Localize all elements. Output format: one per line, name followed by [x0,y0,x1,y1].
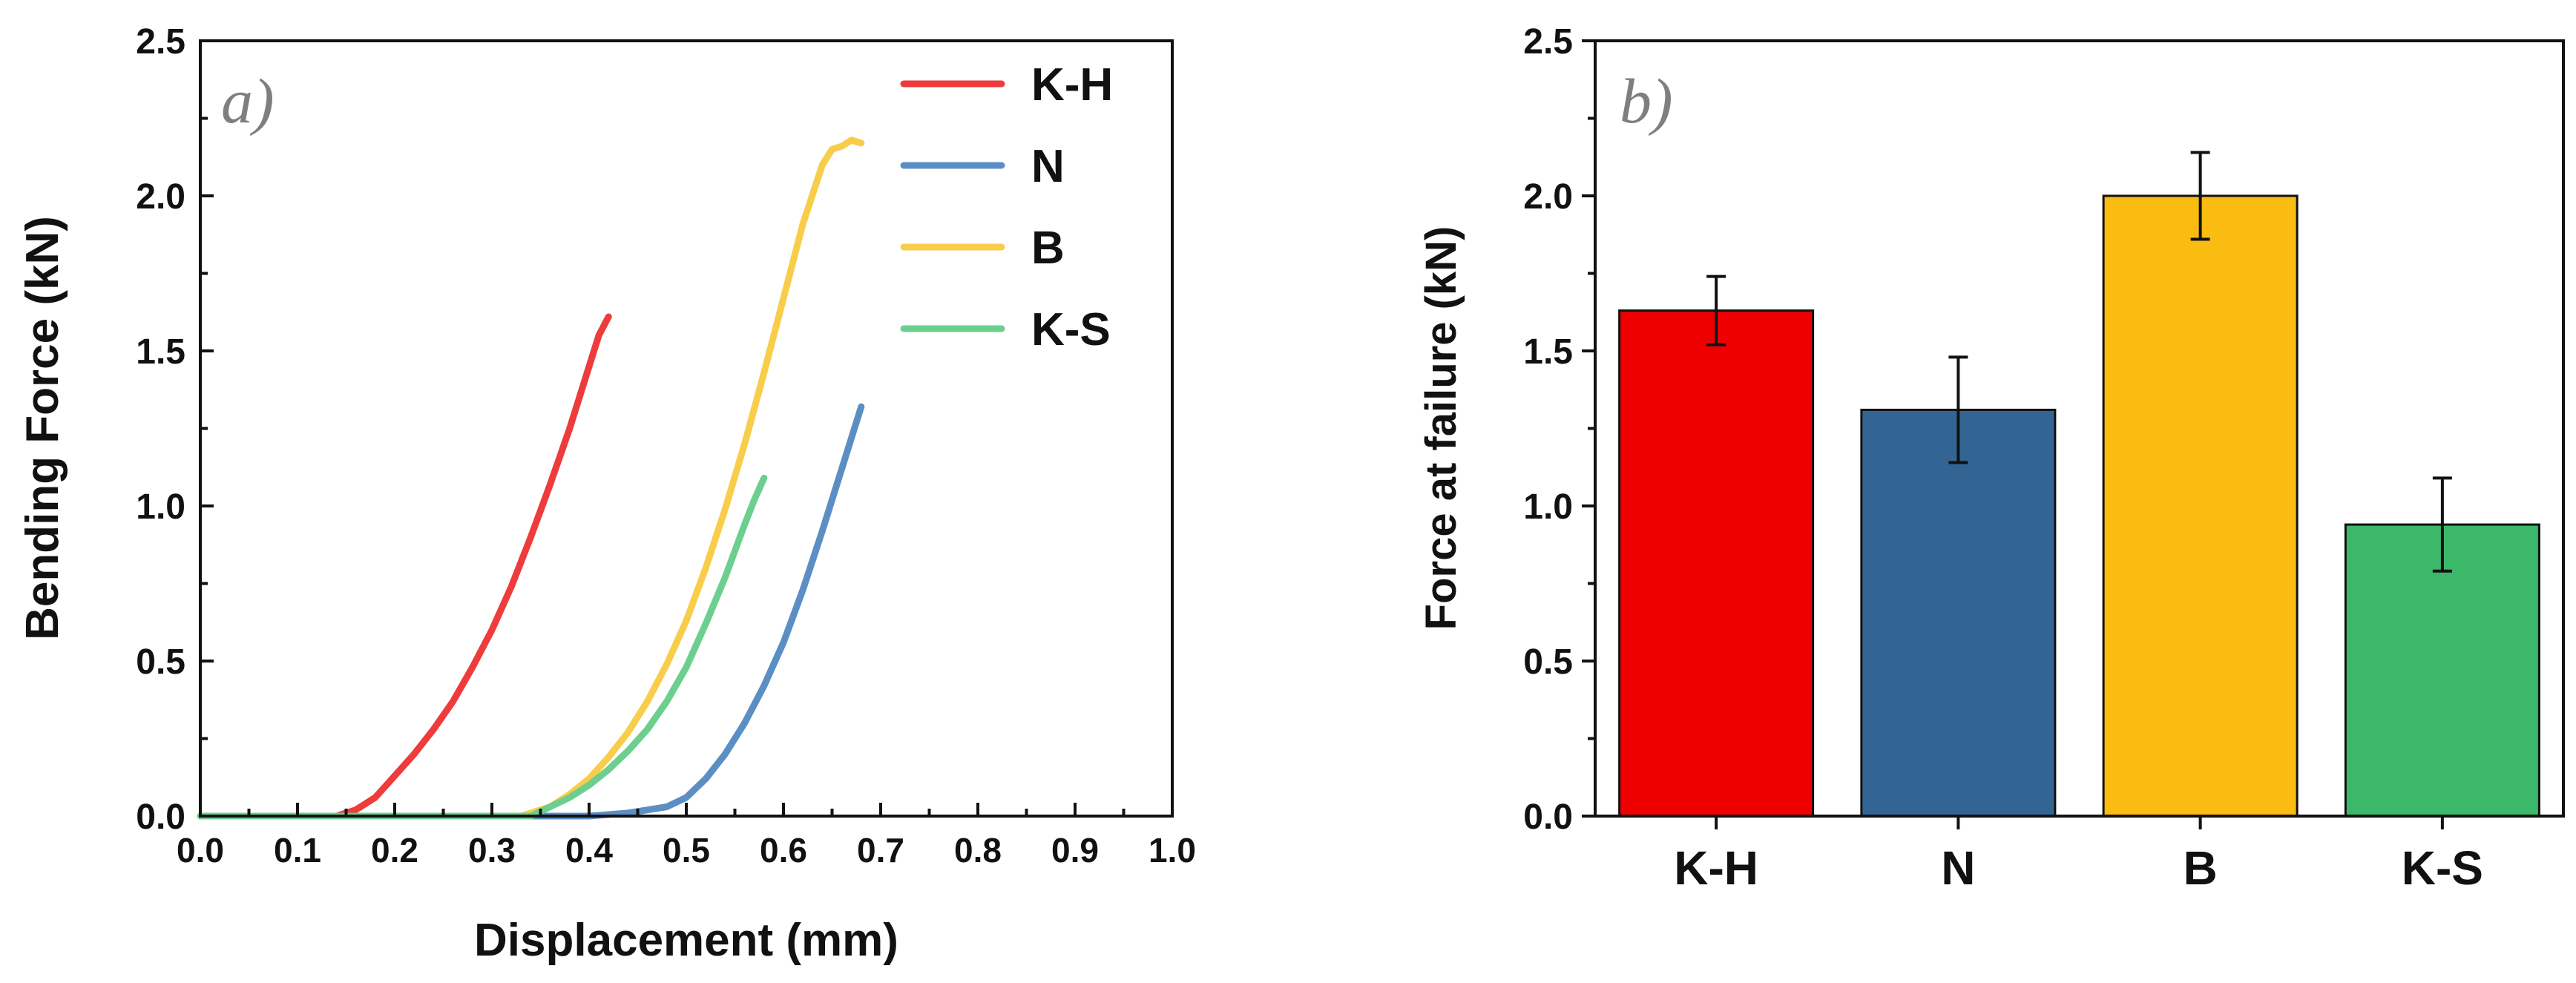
category-label-k-h: K-H [1674,841,1758,895]
x-tick-label: 1.0 [1149,831,1196,869]
legend-label-k-h: K-H [1031,59,1113,111]
panel-b-bars-group [1618,151,2540,818]
category-label-n: N [1941,841,1975,895]
x-tick-label: 0.0 [177,831,224,869]
panel-a-x-axis-title: Displacement (mm) [474,915,898,966]
panel-b-y-axis-title: Force at failure (kN) [1417,226,1465,631]
y-tick-label: 1.5 [1523,332,1573,372]
legend-label-b: B [1031,223,1065,274]
y-tick-label: 2.5 [136,22,185,62]
x-tick-label: 0.9 [1051,831,1099,869]
y-tick-label: 0.0 [136,798,185,837]
y-tick-label: 1.0 [136,487,185,527]
x-tick-label: 0.6 [760,831,807,869]
bar-k-s [2344,523,2540,818]
x-tick-label: 0.2 [371,831,418,869]
series-line-n [197,403,865,820]
legend-label-n: N [1031,141,1065,192]
y-tick-label: 2.0 [136,177,185,217]
legend-label-k-s: K-S [1031,304,1111,355]
series-line-k-h [197,313,612,820]
panel-a-y-axis-title: Bending Force (kN) [17,216,68,640]
panel-a-label: a) [221,65,275,137]
y-tick-label: 2.0 [1523,177,1573,217]
panel-b-bar-chart: K-H N B K-S 0.0 0.5 1.0 1.5 2.0 2.5 b) Force at f… [1417,22,2565,895]
y-tick-label: 0.0 [1523,798,1573,837]
y-tick-label: 1.0 [1523,487,1573,527]
panel-a-ticks: 0.0 0.1 0.2 0.3 0.4 0.5 0.6 0.7 0.8 0.9 1.0 0.0 0.5 1… [136,22,1196,869]
x-tick-label: 0.5 [663,831,710,869]
category-label-b: B [2184,841,2218,895]
y-tick-label: 1.5 [136,332,185,372]
panel-a-series-group [197,137,865,820]
panel-a-plot-frame [199,39,1174,818]
bar-n [1860,408,2057,818]
x-tick-label: 0.8 [954,831,1002,869]
panel-a-line-chart: 0.0 0.1 0.2 0.3 0.4 0.5 0.6 0.7 0.8 0.9 1.0 0.0 0.5 1… [17,22,1196,966]
y-tick-label: 0.5 [136,642,185,682]
panel-b-ticks: K-H N B K-S 0.0 0.5 1.0 1.5 2.0 2.5 [1523,22,2483,895]
x-tick-label: 0.4 [565,831,613,869]
panel-b-label: b) [1620,65,1673,137]
bar-k-h [1618,309,1815,818]
y-tick-label: 2.5 [1523,22,1573,62]
panel-a-legend: K-H NB K-S [900,59,1113,355]
series-line-k-s [197,474,768,820]
x-tick-label: 0.7 [857,831,904,869]
series-line-b [197,137,865,820]
x-tick-label: 0.1 [274,831,321,869]
category-label-k-s: K-S [2402,841,2483,895]
bar-b [2102,194,2299,818]
x-tick-label: 0.3 [468,831,516,869]
y-tick-label: 0.5 [1523,642,1573,682]
